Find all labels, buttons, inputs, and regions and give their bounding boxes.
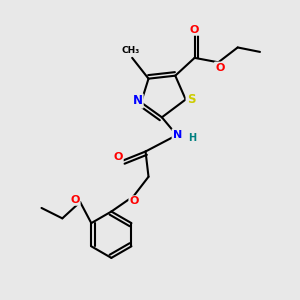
Text: O: O	[113, 152, 123, 162]
Text: S: S	[187, 93, 195, 106]
Text: O: O	[190, 25, 199, 34]
Text: N: N	[173, 130, 182, 140]
Text: O: O	[70, 195, 80, 205]
Text: N: N	[133, 94, 142, 107]
Text: O: O	[215, 63, 224, 73]
Text: O: O	[130, 196, 139, 206]
Text: CH₃: CH₃	[122, 46, 140, 55]
Text: H: H	[188, 133, 196, 142]
